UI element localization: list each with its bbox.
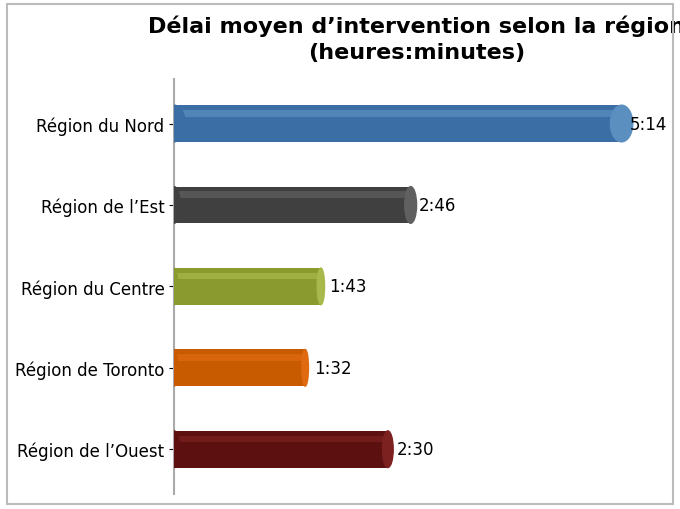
Ellipse shape: [171, 350, 177, 386]
Ellipse shape: [168, 187, 180, 224]
Bar: [174, 192, 411, 199]
Bar: [174, 106, 622, 143]
Bar: [174, 431, 388, 468]
Ellipse shape: [171, 269, 177, 305]
Ellipse shape: [405, 187, 417, 224]
Bar: [174, 436, 388, 442]
Bar: [174, 350, 305, 386]
Text: 2:30: 2:30: [396, 440, 434, 458]
Bar: [174, 273, 321, 280]
Text: 5:14: 5:14: [630, 116, 668, 133]
Text: 1:43: 1:43: [329, 278, 367, 296]
Bar: [174, 187, 411, 224]
Ellipse shape: [317, 269, 324, 305]
Ellipse shape: [163, 106, 185, 143]
Ellipse shape: [302, 350, 309, 386]
Bar: [174, 111, 622, 118]
Text: 1:32: 1:32: [313, 359, 352, 377]
Bar: [174, 269, 321, 305]
Ellipse shape: [383, 431, 393, 468]
Text: 2:46: 2:46: [419, 196, 456, 214]
Bar: [174, 355, 305, 361]
Title: Délai moyen d’intervention selon la région
(heures:minutes): Délai moyen d’intervention selon la régi…: [148, 15, 680, 63]
Ellipse shape: [169, 431, 180, 468]
Ellipse shape: [611, 106, 633, 143]
